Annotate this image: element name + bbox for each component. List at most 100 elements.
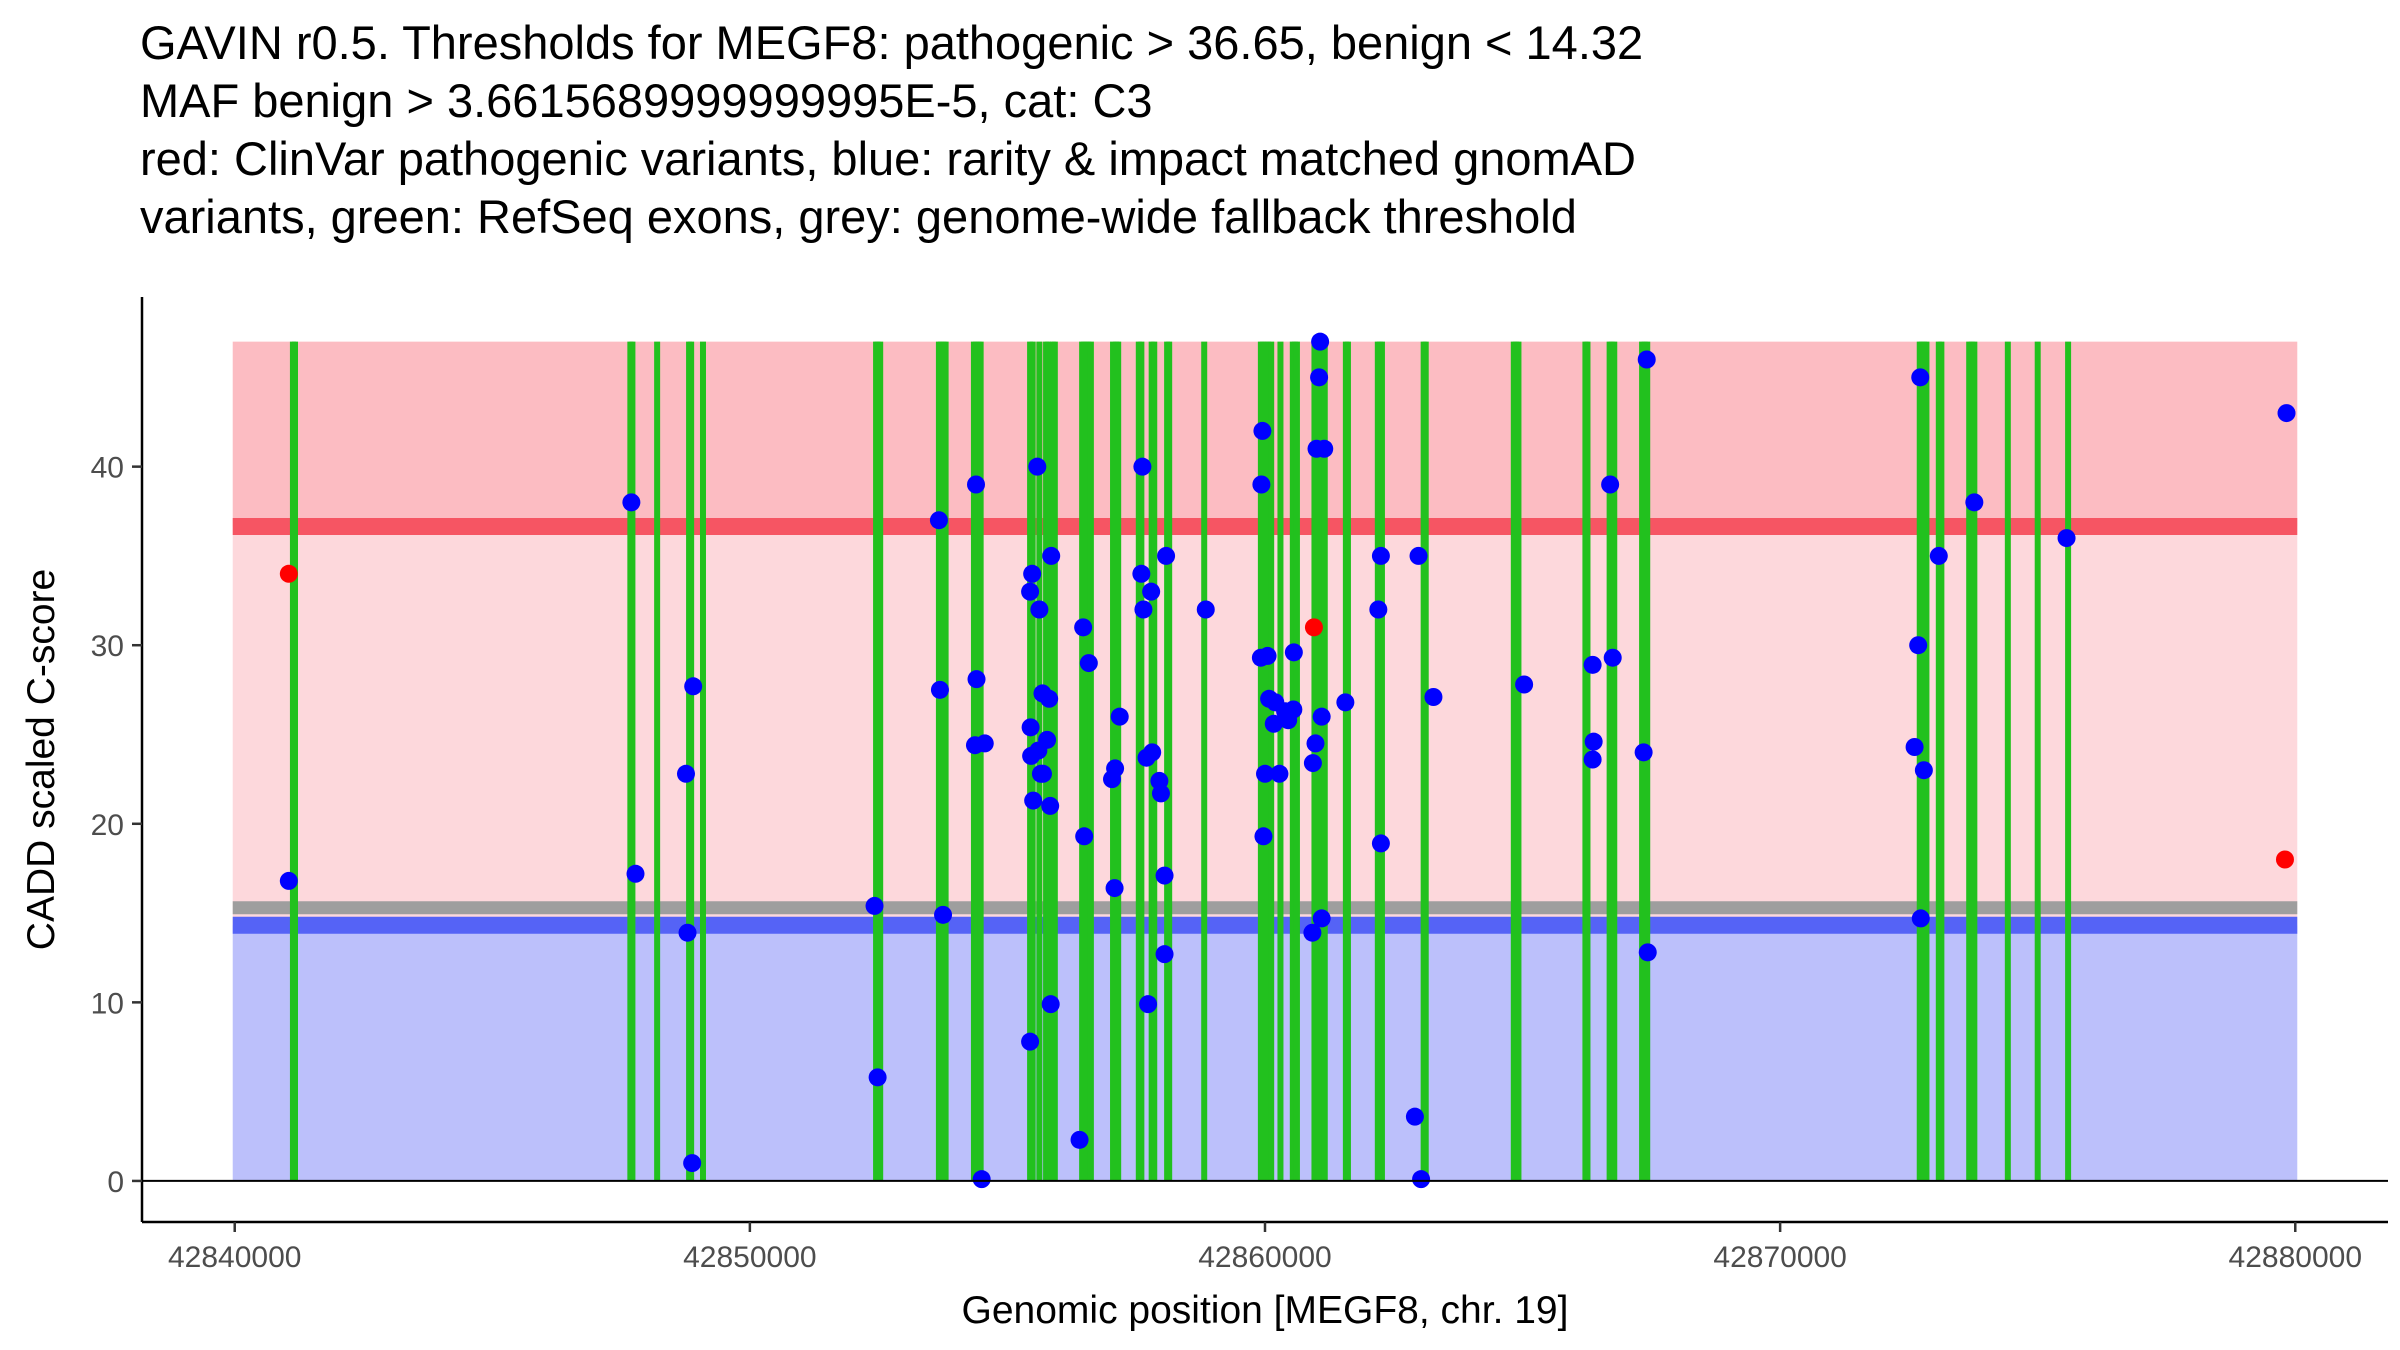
gnomad-point	[1637, 350, 1656, 369]
gnomad-point	[1105, 879, 1124, 898]
gnomad-point	[1038, 730, 1057, 749]
gnomad-point	[1911, 909, 1930, 928]
gnomad-point	[1041, 796, 1060, 815]
gnomad-point	[622, 493, 641, 512]
gnomad-point	[865, 896, 884, 915]
x-tick-label: 42860000	[1198, 1241, 1331, 1274]
gnomad-point	[1284, 700, 1303, 719]
gnomad-point	[1133, 457, 1152, 476]
gnomad-point	[1583, 750, 1602, 769]
gnomad-point	[1601, 475, 1620, 494]
x-tick-label: 42870000	[1713, 1241, 1846, 1274]
gnomad-point	[1965, 493, 1984, 512]
gnomad-point	[1139, 995, 1158, 1014]
x-axis-title: Genomic position [MEGF8, chr. 19]	[962, 1289, 1569, 1332]
gnomad-point	[1424, 688, 1443, 706]
gnomad-point	[1132, 564, 1151, 583]
gnomad-point	[279, 871, 298, 890]
gnomad-point	[1041, 995, 1060, 1014]
gnomad-point	[1515, 675, 1534, 694]
gnomad-point	[930, 680, 949, 699]
gnomad-point	[975, 734, 994, 753]
gnomad-point	[1143, 743, 1162, 762]
gnomad-point	[1079, 654, 1098, 673]
gnomad-point	[1303, 923, 1322, 942]
gnomad-point	[2057, 529, 2076, 548]
gnomad-point	[1303, 754, 1322, 773]
gnomad-point	[1405, 1107, 1424, 1126]
gnomad-point	[1911, 368, 1930, 387]
gnomad-point	[1110, 707, 1129, 726]
gnomad-point	[1106, 759, 1125, 778]
gnomad-point	[1253, 421, 1272, 440]
axes: 0 10 20 30 40 42840000 42850000 42860000 4287000…	[91, 297, 2388, 1274]
gnomad-point	[1412, 1170, 1431, 1189]
gnomad-point	[1074, 618, 1093, 637]
gnomad-point	[1638, 943, 1657, 962]
gnomad-point	[1021, 582, 1040, 601]
x-tick-label: 42850000	[683, 1241, 816, 1274]
gnomad-point	[626, 864, 645, 883]
gnomad-point	[934, 905, 953, 924]
clinvar-point	[2275, 850, 2294, 869]
gnomad-point	[1021, 718, 1040, 737]
gnomad-point	[1306, 734, 1325, 753]
gnomad-point	[1264, 714, 1283, 733]
gnomad-point	[1155, 866, 1174, 885]
clinvar-point	[1304, 618, 1323, 637]
gnomad-point	[1030, 600, 1049, 619]
gnomad-point	[2277, 404, 2296, 423]
gnomad-point	[1134, 600, 1153, 619]
clinvar-point	[279, 564, 298, 583]
y-tick-label: 20	[91, 809, 124, 842]
gnomad-point	[1583, 655, 1602, 674]
gnomad-point	[1023, 564, 1042, 583]
gnomad-point	[1155, 945, 1174, 964]
y-axis-title: CADD scaled C-score	[20, 569, 63, 950]
gnomad-point	[1042, 546, 1061, 565]
gnomad-point	[1315, 439, 1334, 458]
gnomad-point	[1270, 764, 1289, 783]
gnomad-point	[1024, 791, 1043, 810]
gnomad-point	[1028, 457, 1047, 476]
gnomad-point	[1929, 546, 1948, 565]
gnomad-point	[1409, 546, 1428, 565]
gnomad-point	[1905, 738, 1924, 756]
y-tick-label: 30	[91, 630, 124, 663]
gnomad-point	[1254, 827, 1273, 846]
gnomad-point	[929, 511, 948, 530]
x-tick-label: 42840000	[168, 1241, 301, 1274]
gnomad-point	[1312, 707, 1331, 726]
gnomad-point	[1196, 600, 1215, 619]
gnomad-point	[1909, 636, 1928, 655]
gnomad-point	[678, 923, 697, 942]
variant-points	[279, 332, 2296, 1189]
gnomad-point	[1021, 1032, 1040, 1051]
title-line-3: red: ClinVar pathogenic variants, blue: …	[140, 132, 1636, 185]
gnomad-point	[676, 764, 695, 783]
gnomad-point	[967, 475, 986, 494]
x-tick-label: 42880000	[2229, 1241, 2362, 1274]
gnomad-point	[1040, 689, 1059, 708]
gnomad-point	[1371, 834, 1390, 853]
gnomad-point	[1284, 643, 1303, 662]
gnomad-point	[967, 670, 986, 689]
gnomad-point	[1258, 646, 1277, 665]
chart-title: GAVIN r0.5. Thresholds for MEGF8: pathog…	[140, 14, 2380, 246]
gnomad-point	[1256, 764, 1274, 783]
gnomad-point	[1033, 764, 1052, 783]
gnomad-point	[1369, 600, 1388, 619]
gnomad-point	[1371, 546, 1390, 565]
gnomad-point	[684, 677, 703, 696]
title-line-4: variants, green: RefSeq exons, grey: gen…	[140, 190, 1577, 243]
gnomad-point	[1312, 909, 1331, 928]
gnomad-point	[1151, 784, 1170, 803]
gnomad-point	[1157, 546, 1176, 565]
y-tick-label: 0	[107, 1166, 124, 1199]
title-line-2: MAF benign > 3.6615689999999995E-5, cat:…	[140, 74, 1153, 127]
gnomad-point	[1603, 648, 1622, 667]
y-tick-label: 10	[91, 987, 124, 1020]
y-tick-label: 40	[91, 452, 124, 485]
gnomad-point	[1070, 1130, 1089, 1149]
